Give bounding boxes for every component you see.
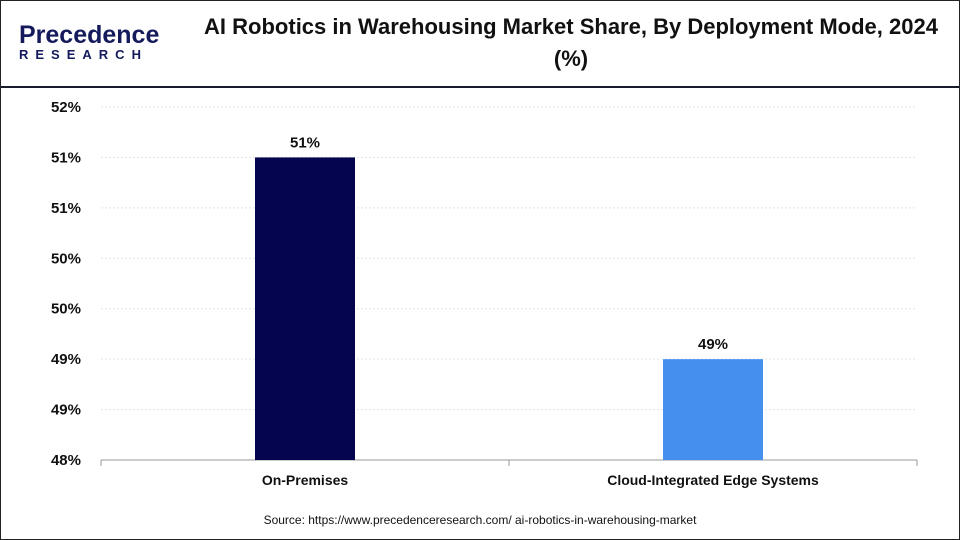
header: Precedence RESEARCH AI Robotics in Wareh… xyxy=(1,1,959,88)
y-tick-label: 51% xyxy=(51,149,81,166)
y-tick-label: 50% xyxy=(51,250,81,267)
x-category-label: On-Premises xyxy=(262,472,349,488)
data-label: 49% xyxy=(698,336,728,353)
y-tick-label: 52% xyxy=(51,99,81,116)
bar-2 xyxy=(663,359,763,460)
x-category-label: Cloud-Integrated Edge Systems xyxy=(607,472,819,488)
logo-line1: Precedence xyxy=(19,21,160,49)
data-label: 51% xyxy=(290,134,320,151)
y-tick-label: 50% xyxy=(51,301,81,318)
y-tick-label: 49% xyxy=(51,402,81,419)
y-tick-label: 49% xyxy=(51,351,81,368)
logo-line2: RESEARCH xyxy=(19,47,148,62)
bar-1 xyxy=(255,157,355,460)
precedence-research-logo: Precedence RESEARCH xyxy=(19,21,169,66)
y-tick-label: 51% xyxy=(51,200,81,217)
source-note: Source: https://www.precedenceresearch.c… xyxy=(263,513,697,527)
y-tick-label: 48% xyxy=(51,452,81,469)
chart-title: AI Robotics in Warehousing Market Share,… xyxy=(204,14,938,71)
